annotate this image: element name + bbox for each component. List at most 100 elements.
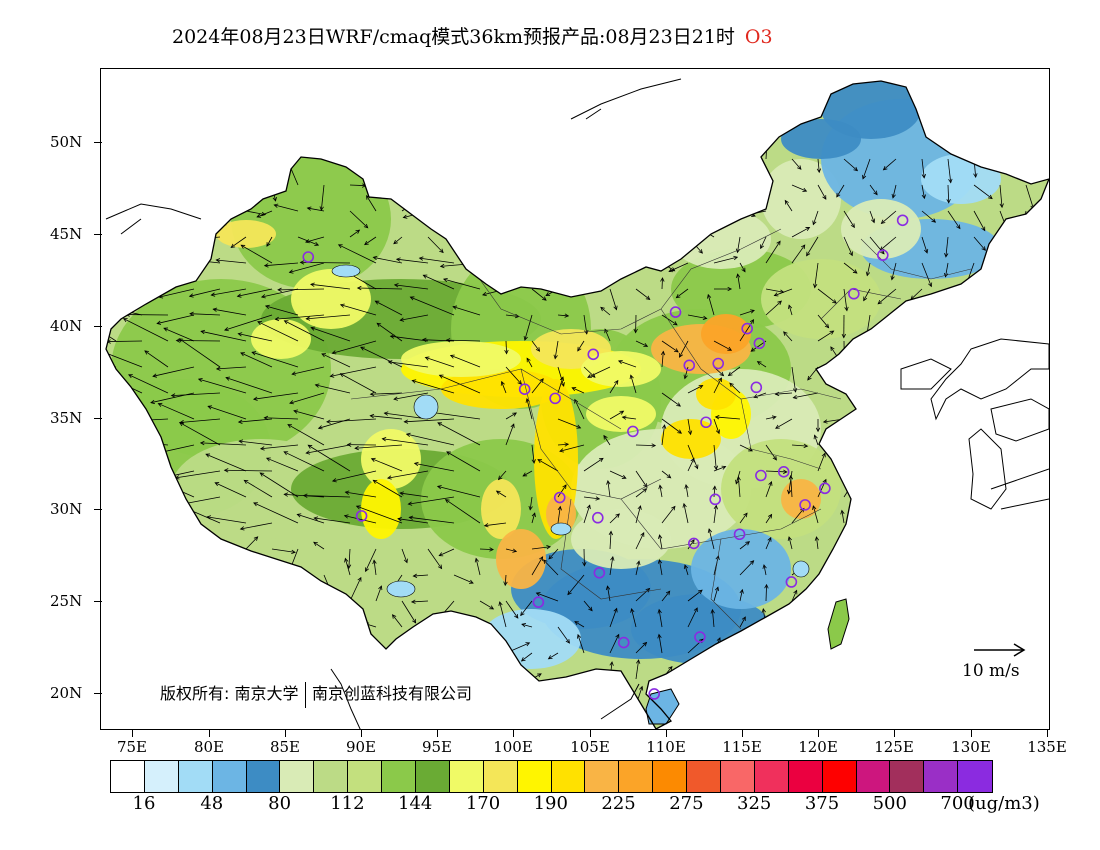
city-station-marker [587, 348, 600, 361]
concentration-patch [441, 369, 561, 409]
lat-tick-label: 50N [50, 133, 102, 151]
concentration-patch [671, 209, 771, 269]
lat-tick-label: 40N [50, 317, 102, 335]
copyright-org-clear: 南京创蓝科技有限公司 [312, 684, 473, 703]
concentration-patch [546, 494, 576, 534]
lake [413, 394, 439, 420]
neighbour-coastline [105, 203, 202, 235]
lake [792, 560, 810, 578]
lake [550, 522, 572, 536]
colorbar-swatch [483, 761, 518, 792]
copyright-separator [304, 681, 307, 708]
taiwan-island [827, 598, 850, 650]
neighbour-coastline [330, 668, 361, 729]
colorbar-swatch [212, 761, 247, 792]
copyright-org-nju: 南京大学 [234, 684, 299, 703]
concentration-patch [171, 439, 351, 539]
geography-layer [105, 78, 1049, 729]
lon-tick-label: 80E [184, 729, 234, 756]
lat-tick-label: 20N [50, 684, 102, 702]
colorbar-label: 16 [132, 793, 156, 814]
lon-tick-label: 100E [488, 729, 538, 756]
chart-title: 2024年08月23日WRF/cmaq模式36km预报产品:08月23日21时 O… [172, 22, 773, 49]
concentration-patch [696, 378, 736, 410]
city-station-marker [877, 249, 889, 261]
concentration-patch [581, 351, 661, 387]
neighbour-coastline [570, 78, 682, 120]
lon-tick-label: 115E [717, 729, 767, 756]
city-station-marker [848, 287, 860, 300]
colorbar-swatch [551, 761, 586, 792]
concentration-patch [761, 159, 841, 239]
city-station-marker [669, 306, 682, 318]
city-station-marker [593, 566, 606, 579]
colorbar-label: 48 [200, 793, 224, 814]
colorbar-label: 375 [804, 793, 840, 814]
province-boundary [450, 238, 662, 335]
lon-tick-label: 90E [336, 729, 386, 756]
province-boundary [520, 368, 662, 500]
concentration-patch [701, 314, 751, 354]
colorbar-swatch [958, 761, 993, 792]
copyright-prefix: 版权所有: [160, 684, 230, 703]
city-station-marker [777, 466, 790, 478]
concentration-patch [361, 429, 421, 489]
colorbar-swatch [585, 761, 620, 792]
neighbour-coastline [900, 358, 952, 390]
colorbar-swatch [314, 761, 349, 792]
colorbar-swatch [382, 761, 417, 792]
city-station-marker [355, 510, 368, 522]
concentration-patch [781, 119, 861, 159]
city-station-marker [896, 214, 909, 227]
colorbar [110, 760, 994, 793]
lon-tick-label: 110E [641, 729, 691, 756]
city-station-marker [700, 416, 712, 429]
colorbar-swatch [416, 761, 450, 792]
concentration-patch [481, 609, 581, 669]
lon-tick-label: 95E [412, 729, 462, 756]
concentration-patch [841, 199, 921, 259]
china-border [105, 80, 1049, 729]
city-station-marker [688, 537, 700, 550]
city-station-marker [617, 636, 630, 649]
concentration-patch [586, 396, 656, 432]
colorbar-swatch [924, 761, 959, 792]
neighbour-coastline [990, 468, 1049, 510]
colorbar-swatch [721, 761, 755, 792]
lon-tick-label: 135E [1022, 729, 1072, 756]
concentration-patch [361, 479, 401, 539]
colorbar-swatch [144, 761, 179, 792]
city-station-marker [553, 491, 566, 504]
concentration-patch [571, 509, 671, 569]
colorbar-swatch [348, 761, 383, 792]
colorbar-swatch [619, 761, 654, 792]
city-station-marker [733, 528, 746, 541]
wind-reference-label: 10 m/s [962, 661, 1020, 681]
lake [331, 264, 361, 278]
copyright-notice: 版权所有: 南京大学 南京创蓝科技有限公司 [160, 680, 472, 708]
concentration-patch [496, 529, 546, 589]
concentration-patch [401, 341, 521, 377]
city-station-marker [694, 631, 706, 643]
lon-tick-label: 85E [260, 729, 310, 756]
colorbar-label: 700 [940, 793, 975, 814]
city-station-marker [683, 359, 696, 372]
colorbar-swatch [687, 761, 722, 792]
lake [386, 580, 416, 598]
lat-tick-label: 25N [50, 592, 102, 610]
colorbar-label: 275 [669, 793, 704, 814]
city-station-marker [755, 469, 767, 482]
ozone-map [105, 78, 1049, 729]
colorbar-label: 325 [737, 793, 772, 814]
colorbar-label: 144 [398, 793, 433, 814]
neighbour-coastline [990, 398, 1049, 442]
concentration-patch [781, 479, 821, 519]
colorbar-swatch [280, 761, 315, 792]
city-station-marker [627, 425, 639, 438]
colorbar-swatch [653, 761, 688, 792]
lon-tick-label: 130E [946, 729, 996, 756]
concentration-patch [231, 149, 391, 289]
neighbour-coastline [930, 338, 1049, 421]
concentration-patch [481, 479, 521, 539]
ozone-concentration-field [106, 81, 1001, 669]
